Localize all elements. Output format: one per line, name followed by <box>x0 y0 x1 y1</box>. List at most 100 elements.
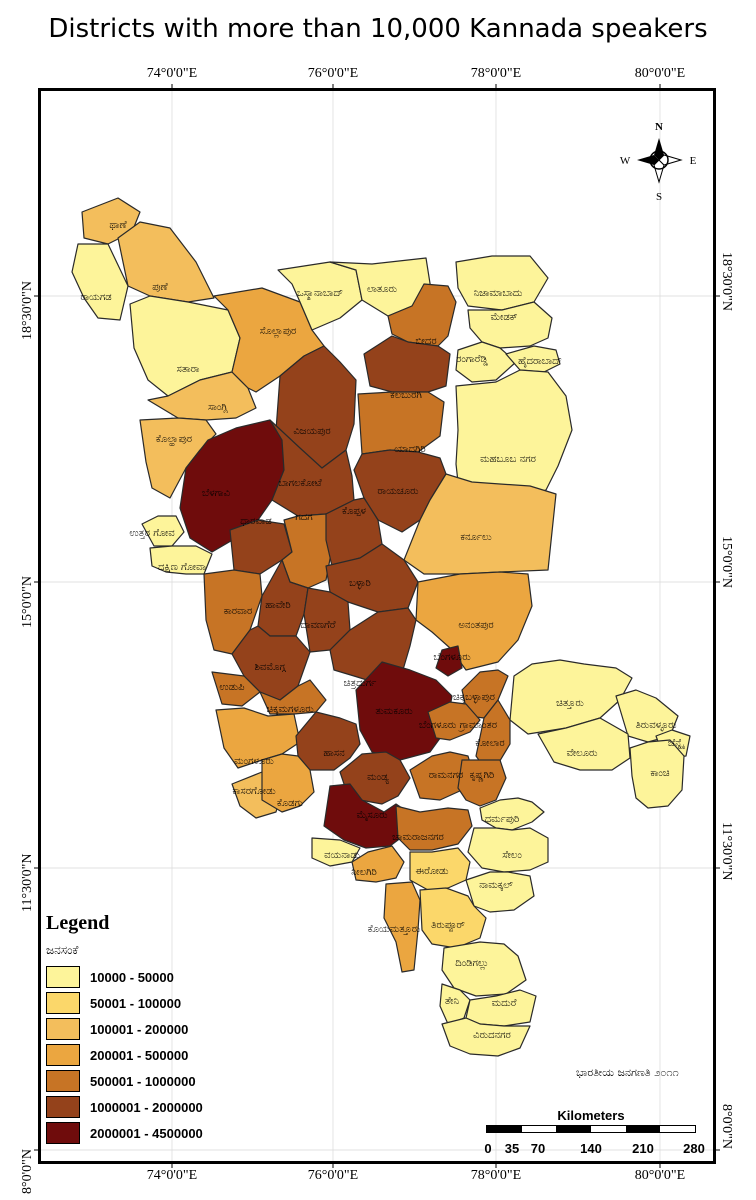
district-57-label: ಸೇಲಂ <box>502 850 522 861</box>
district-12-label: ರಂಗಾರೆಡ್ಡಿ <box>456 354 489 365</box>
district-45-label: ಕಾಂಚಿ <box>650 768 669 779</box>
district-43-label: ಚೆನ್ನೈ <box>668 738 686 749</box>
district-2-label: ರಾಯಗಡ <box>80 292 111 303</box>
district-39-label: ಚಿತ್ತೂರು <box>556 698 584 709</box>
legend-label: 100001 - 200000 <box>90 1021 189 1037</box>
district-44-shape <box>537 717 631 771</box>
district-56-label: ವಯನಾಡು <box>324 850 360 861</box>
district-17-shape <box>455 369 573 503</box>
top-tick-80e: 80°0'0"E <box>634 66 686 81</box>
district-7-label: ಒಸ್ಮಾನಾಬಾದ್ <box>297 288 343 300</box>
district-40-label: ಬೆಂಗಳೂರು ಗ್ರಾಮಾಂತರ <box>419 720 497 731</box>
district-64-label: ತೇನಿ <box>445 996 460 1007</box>
legend-swatch <box>46 1044 80 1066</box>
district-6-label: ಸೊಲ್ಲಾಪುರ <box>260 326 297 337</box>
district-25-label: ಕೊಪ್ಪಳ <box>342 506 366 517</box>
district-58-label: ನೀಲಗಿರಿ <box>351 867 377 878</box>
top-tick-78e: 78°0'0"E <box>470 66 522 81</box>
legend-label: 50001 - 100000 <box>90 995 182 1011</box>
district-47-label: ಹಾಸನ <box>323 748 345 759</box>
legend-label: 200001 - 500000 <box>90 1047 189 1063</box>
legend-row: 2000001 - 4500000 <box>46 1120 256 1146</box>
legend-label: 1000001 - 2000000 <box>90 1099 203 1115</box>
scale-tick: 140 <box>580 1141 602 1156</box>
district-50-shape <box>457 759 507 807</box>
district-51-label: ಕಾಸರಗೋಡು <box>232 786 275 797</box>
district-1-shape <box>117 221 215 303</box>
district-36-label: ಚಿಕ್ಕಮಗಳೂರು <box>266 704 313 715</box>
district-42-shape <box>615 689 679 743</box>
legend-swatch <box>46 1122 80 1144</box>
district-49-label: ರಾಮನಗರ <box>429 770 464 781</box>
district-66-label: ವಿರುದನಗರ <box>473 1030 511 1041</box>
district-1-label: ಪುಣೆ <box>152 282 168 293</box>
legend-row: 1000001 - 2000000 <box>46 1094 256 1120</box>
district-14-label: ಕಲಬುರಗಿ <box>390 390 422 401</box>
district-31-label: ಅನಂತಪುರ <box>458 620 493 631</box>
district-13-label: ಹೈದರಾಬಾದ್ <box>518 356 562 367</box>
district-65-label: ಮದುರೆ <box>492 998 517 1009</box>
compass-e: E <box>690 155 697 167</box>
district-45-shape <box>629 739 685 809</box>
district-22-label: ದಕ್ಷಿಣ ಗೋವಾ <box>158 562 206 573</box>
district-28-label: ಕಾರವಾರ <box>224 606 253 617</box>
legend-row: 50001 - 100000 <box>46 990 256 1016</box>
district-37-label: ತುಮಕೂರು <box>375 706 412 717</box>
scale-title: Kilometers <box>557 1108 625 1123</box>
district-18-label: ಬೆಳಗಾವಿ <box>202 488 231 499</box>
district-63-shape <box>441 941 527 997</box>
scale-tick: 35 <box>504 1141 520 1156</box>
district-44-label: ವೇಲೂರು <box>566 748 597 759</box>
bottom-tick-78e: 78°0'0"E <box>470 1168 522 1183</box>
district-15-label: ವಿಜಯಪುರ <box>293 426 330 437</box>
bottom-tick-74e: 74°0'0"E <box>146 1168 198 1183</box>
compass-icon: N S E W <box>620 121 697 203</box>
district-48-label: ಮಂಡ್ಯ <box>367 772 389 784</box>
district-30-label: ದಾವಣಗೆರೆ <box>301 620 337 631</box>
top-tick-76e: 76°0'0"E <box>307 66 359 81</box>
district-41-label: ಕೋಲಾರ <box>475 738 504 749</box>
district-54-label: ಮೈಸೂರು <box>356 810 387 821</box>
district-16-label: ಯಾದಗಿರಿ <box>394 444 425 455</box>
district-40-shape <box>427 701 481 741</box>
legend-swatch <box>46 1070 80 1092</box>
district-60-label: ನಾಮಕ್ಕಲ್ <box>479 880 513 891</box>
district-30-shape <box>303 587 351 653</box>
compass-s: S <box>656 191 662 203</box>
district-19-label: ಬಾಗಲಕೋಟೆ <box>278 478 322 489</box>
compass-n: N <box>655 121 663 133</box>
district-26-label: ಕರ್ನೂಲು <box>460 532 491 543</box>
district-12-shape <box>455 341 517 383</box>
legend: Legend ಜನಸಂಕೆ 10000 - 50000 50001 - 1000… <box>46 912 256 1146</box>
bottom-tick-76e: 76°0'0"E <box>307 1168 359 1183</box>
district-46-shape <box>215 707 301 769</box>
district-52-label: ಕೊಡಗು <box>277 798 303 809</box>
district-59-label: ಈರೋಡು <box>415 866 448 877</box>
district-14-shape <box>363 335 451 393</box>
district-52-shape <box>261 753 315 813</box>
district-21-label: ಉತ್ತರ ಗೋವ <box>129 528 174 539</box>
district-55-shape <box>395 805 473 851</box>
district-31-shape <box>415 571 533 671</box>
legend-swatch <box>46 992 80 1014</box>
district-34-label: ಬೆಂಗಳೂರು <box>433 652 470 663</box>
district-35-shape <box>211 671 261 707</box>
district-53-shape <box>479 797 545 831</box>
district-2-shape <box>71 243 129 321</box>
district-32-label: ಶಿವಮೊಗ್ಗ <box>254 662 286 673</box>
district-26-shape <box>403 473 557 575</box>
district-11-label: ಮೇಡಕ್ <box>491 312 518 323</box>
legend-row: 100001 - 200000 <box>46 1016 256 1042</box>
district-63-label: ದಿಂಡಿಗಲ್ಲು <box>455 958 488 969</box>
district-57-shape <box>467 827 549 873</box>
scale-bar-graphic <box>486 1125 696 1133</box>
legend-swatch <box>46 1018 80 1040</box>
district-60-shape <box>465 871 535 913</box>
district-61-label: ಕೊಯಮತ್ತೂರು <box>368 924 421 935</box>
district-62-label: ತಿರುಪ್ಪೂರ್ <box>431 920 465 933</box>
legend-row: 500001 - 1000000 <box>46 1068 256 1094</box>
district-23-label: ಧಾರವಾಡ <box>240 516 272 527</box>
scale-bar: Kilometers 0 35 70 140 210 280 <box>484 1108 704 1157</box>
map-title: Districts with more than 10,000 Kannada … <box>48 14 708 44</box>
